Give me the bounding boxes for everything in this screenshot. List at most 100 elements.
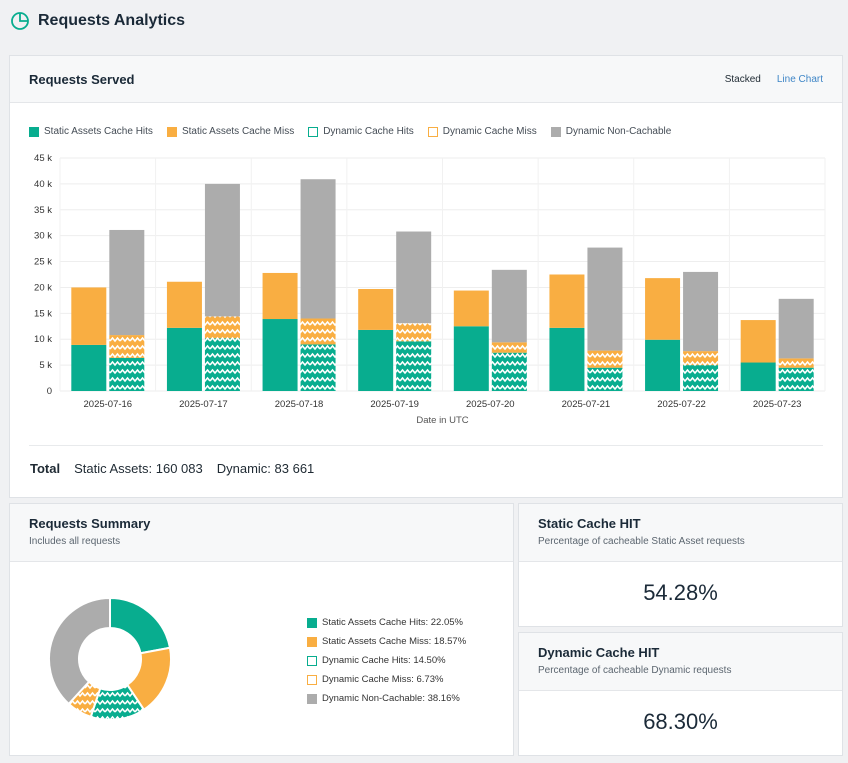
donut-slice-4[interactable]	[48, 596, 111, 706]
dynamic-cache-hit-card: Dynamic Cache HIT Percentage of cacheabl…	[518, 632, 843, 756]
bar-static-assets-cache-miss-2025-07-17[interactable]	[166, 281, 202, 328]
bar-dynamic-cache-miss-2025-07-19[interactable]	[396, 323, 432, 342]
bar-static-assets-cache-hits-2025-07-21[interactable]	[549, 327, 585, 391]
static-cache-hit-title: Static Cache HIT	[538, 516, 641, 531]
legend-label: Static Assets Cache Miss: 18.57%	[322, 636, 467, 647]
bar-dynamic-non-cachable-2025-07-22[interactable]	[683, 271, 719, 352]
y-tick-label: 35 k	[34, 205, 52, 216]
legend-dynamic-miss[interactable]: Dynamic Cache Miss	[427, 126, 537, 137]
donut-slice-0[interactable]	[109, 596, 172, 655]
chart-mode-toggle: Stacked Line Chart	[725, 74, 823, 85]
x-tick-label: 2025-07-22	[657, 399, 706, 410]
chart-bars	[71, 179, 814, 391]
legend-label: Dynamic Cache Hits: 14.50%	[322, 655, 446, 666]
chart-labels: 0 5 k 10 k 15 k 20 k 25 k 30 k 35 k 40 k 45 k 2025…	[34, 153, 801, 426]
bar-static-assets-cache-miss-2025-07-19[interactable]	[358, 288, 394, 330]
bar-static-assets-cache-hits-2025-07-20[interactable]	[453, 326, 489, 391]
bar-dynamic-cache-miss-2025-07-22[interactable]	[683, 351, 719, 366]
requests-served-card: Requests Served Stacked Line Chart Stati…	[9, 55, 843, 498]
bar-dynamic-cache-hits-2025-07-19[interactable]	[396, 341, 432, 391]
legend-swatch	[427, 126, 438, 137]
summary-legend: Static Assets Cache Hits: 22.05% Static …	[307, 613, 466, 708]
page-header: Requests Analytics	[10, 9, 185, 33]
x-tick-label: 2025-07-20	[466, 399, 515, 410]
bar-dynamic-cache-miss-2025-07-21[interactable]	[587, 350, 623, 368]
bar-dynamic-non-cachable-2025-07-18[interactable]	[300, 179, 336, 319]
bar-static-assets-cache-hits-2025-07-16[interactable]	[71, 344, 107, 391]
y-tick-label: 40 k	[34, 179, 52, 190]
bar-static-assets-cache-miss-2025-07-16[interactable]	[71, 287, 107, 345]
legend-swatch	[550, 126, 561, 137]
legend-swatch	[307, 617, 317, 628]
bar-static-assets-cache-hits-2025-07-17[interactable]	[166, 327, 202, 391]
bar-dynamic-cache-miss-2025-07-16[interactable]	[109, 335, 145, 358]
y-tick-label: 25 k	[34, 257, 52, 268]
x-tick-label: 2025-07-23	[753, 399, 802, 410]
bar-dynamic-cache-hits-2025-07-22[interactable]	[683, 365, 719, 391]
legend-dynamic-hits[interactable]: Dynamic Cache Hits	[308, 126, 414, 137]
legend-swatch	[307, 693, 317, 704]
dynamic-cache-hit-subtitle: Percentage of cacheable Dynamic requests	[538, 665, 732, 676]
legend-label: Static Assets Cache Hits: 22.05%	[322, 617, 463, 628]
bar-static-assets-cache-hits-2025-07-18[interactable]	[262, 319, 298, 391]
x-tick-label: 2025-07-16	[84, 399, 133, 410]
static-cache-hit-card: Static Cache HIT Percentage of cacheable…	[518, 503, 843, 627]
bar-dynamic-cache-hits-2025-07-16[interactable]	[109, 357, 145, 391]
stacked-toggle[interactable]: Stacked	[724, 73, 761, 85]
static-cache-hit-header: Static Cache HIT Percentage of cacheable…	[519, 504, 842, 562]
summary-legend-dynamic-miss: Dynamic Cache Miss: 6.73%	[307, 670, 466, 689]
bar-dynamic-cache-hits-2025-07-18[interactable]	[300, 344, 336, 391]
summary-legend-static-miss: Static Assets Cache Miss: 18.57%	[307, 632, 466, 651]
bar-static-assets-cache-hits-2025-07-23[interactable]	[740, 362, 776, 391]
totals-dynamic: Dynamic: 83 661	[216, 461, 315, 476]
bar-dynamic-cache-hits-2025-07-21[interactable]	[587, 367, 623, 391]
static-cache-hit-subtitle: Percentage of cacheable Static Asset req…	[538, 536, 745, 547]
line-chart-toggle[interactable]: Line Chart	[776, 73, 823, 85]
summary-legend-dynamic-hits: Dynamic Cache Hits: 14.50%	[307, 651, 466, 670]
bar-dynamic-cache-hits-2025-07-20[interactable]	[491, 352, 527, 391]
bar-static-assets-cache-miss-2025-07-23[interactable]	[740, 320, 776, 363]
legend-swatch	[307, 636, 317, 647]
x-axis-title: Date in UTC	[416, 415, 468, 426]
legend-swatch	[308, 126, 319, 137]
requests-summary-header: Requests Summary Includes all requests	[10, 504, 513, 562]
requests-summary-title: Requests Summary	[29, 516, 151, 531]
y-tick-label: 15 k	[34, 308, 52, 319]
legend-label: Static Assets Cache Hits	[44, 126, 153, 137]
static-cache-hit-value: 54.28%	[643, 580, 718, 605]
requests-summary-subtitle: Includes all requests	[29, 536, 121, 547]
bar-dynamic-non-cachable-2025-07-21[interactable]	[587, 247, 623, 351]
legend-label: Static Assets Cache Miss	[181, 126, 295, 137]
bar-dynamic-cache-miss-2025-07-18[interactable]	[300, 318, 336, 345]
bar-dynamic-cache-miss-2025-07-23[interactable]	[778, 358, 814, 368]
totals-divider	[29, 445, 823, 446]
bar-dynamic-cache-miss-2025-07-20[interactable]	[491, 342, 527, 353]
bar-static-assets-cache-hits-2025-07-22[interactable]	[645, 339, 681, 391]
y-tick-label: 10 k	[34, 334, 52, 345]
chart-legend: Static Assets Cache Hits Static Assets C…	[29, 126, 671, 137]
bar-static-assets-cache-miss-2025-07-20[interactable]	[453, 290, 489, 327]
requests-served-header: Requests Served Stacked Line Chart	[10, 56, 842, 103]
requests-donut-chart	[48, 596, 172, 721]
bar-dynamic-non-cachable-2025-07-23[interactable]	[778, 298, 814, 359]
dynamic-cache-hit-title: Dynamic Cache HIT	[538, 645, 660, 660]
totals-label: Total	[30, 461, 61, 476]
legend-dynamic-noncachable[interactable]: Dynamic Non-Cachable	[550, 126, 671, 137]
bar-static-assets-cache-miss-2025-07-21[interactable]	[549, 274, 585, 328]
bar-dynamic-non-cachable-2025-07-17[interactable]	[204, 183, 240, 317]
bar-dynamic-non-cachable-2025-07-19[interactable]	[396, 231, 432, 324]
bar-dynamic-non-cachable-2025-07-20[interactable]	[491, 269, 527, 343]
summary-legend-noncachable: Dynamic Non-Cachable: 38.16%	[307, 689, 466, 708]
page-title: Requests Analytics	[38, 12, 186, 29]
bar-static-assets-cache-hits-2025-07-19[interactable]	[358, 329, 394, 391]
legend-static-miss[interactable]: Static Assets Cache Miss	[166, 126, 295, 137]
bar-static-assets-cache-miss-2025-07-22[interactable]	[645, 278, 681, 340]
bar-dynamic-cache-hits-2025-07-17[interactable]	[204, 338, 240, 391]
bar-dynamic-cache-miss-2025-07-17[interactable]	[204, 316, 240, 339]
bar-dynamic-non-cachable-2025-07-16[interactable]	[109, 229, 145, 336]
dynamic-cache-hit-header: Dynamic Cache HIT Percentage of cacheabl…	[519, 633, 842, 691]
bar-dynamic-cache-hits-2025-07-23[interactable]	[778, 367, 814, 391]
bar-static-assets-cache-miss-2025-07-18[interactable]	[262, 272, 298, 320]
legend-static-hits[interactable]: Static Assets Cache Hits	[29, 126, 153, 137]
legend-label: Dynamic Cache Miss: 6.73%	[322, 674, 444, 685]
